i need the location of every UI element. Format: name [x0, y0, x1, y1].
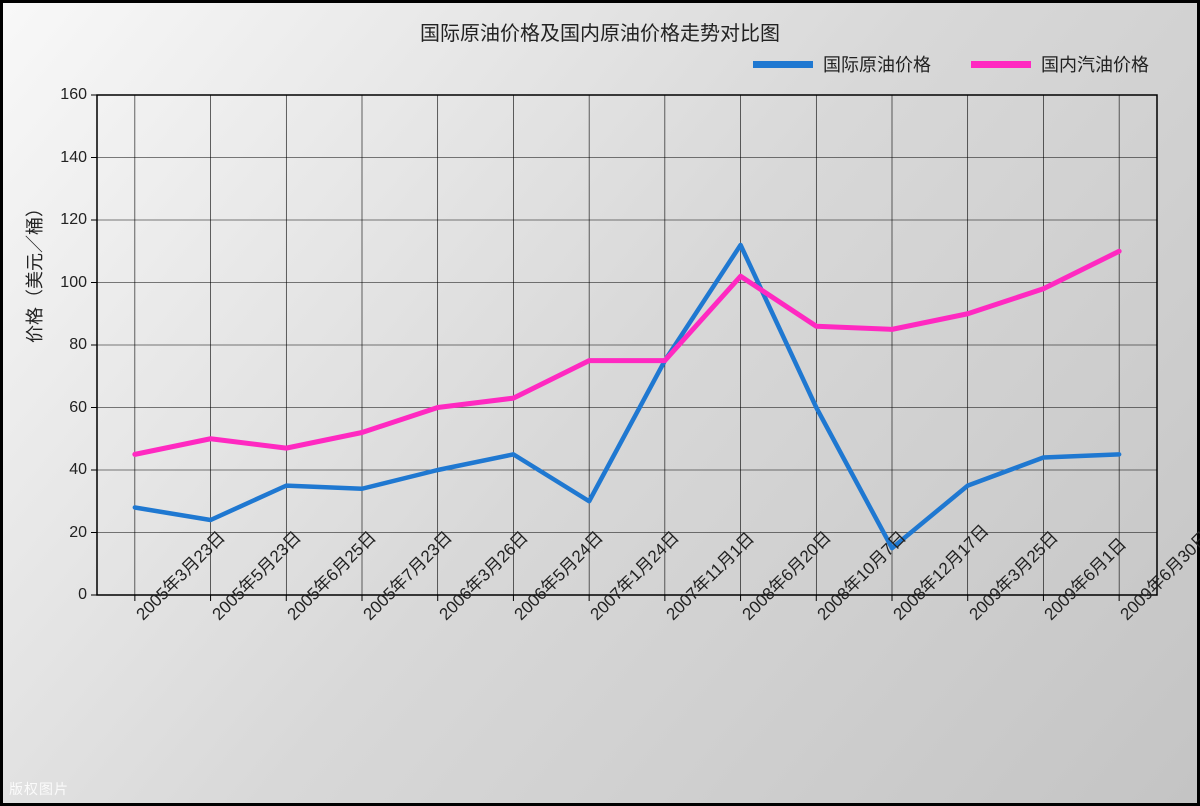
legend-swatch-domestic [971, 61, 1031, 68]
legend-item-domestic: 国内汽油价格 [971, 51, 1149, 77]
y-tick-label: 20 [69, 524, 97, 542]
y-axis-label: 价格（美元／桶） [21, 199, 47, 343]
watermark-text: 版权图片 [9, 779, 69, 799]
y-tick-label: 40 [69, 461, 97, 479]
y-tick-label: 100 [60, 274, 97, 292]
legend-swatch-international [753, 61, 813, 68]
legend-label-domestic: 国内汽油价格 [1041, 51, 1149, 77]
y-tick-label: 120 [60, 211, 97, 229]
legend: 国际原油价格 国内汽油价格 [753, 51, 1149, 77]
chart-title: 国际原油价格及国内原油价格走势对比图 [3, 17, 1197, 46]
plot-area: 0204060801001201401602005年3月23日2005年5月23… [97, 95, 1157, 595]
legend-item-international: 国际原油价格 [753, 51, 931, 77]
y-tick-label: 60 [69, 399, 97, 417]
line-chart-svg [97, 95, 1157, 595]
legend-label-international: 国际原油价格 [823, 51, 931, 77]
y-tick-label: 160 [60, 86, 97, 104]
chart-frame: 国际原油价格及国内原油价格走势对比图 国际原油价格 国内汽油价格 价格（美元／桶… [0, 0, 1200, 806]
series-line-international [135, 245, 1119, 548]
y-tick-label: 0 [78, 586, 97, 604]
series-line-domestic [135, 251, 1119, 454]
y-tick-label: 140 [60, 149, 97, 167]
y-tick-label: 80 [69, 336, 97, 354]
